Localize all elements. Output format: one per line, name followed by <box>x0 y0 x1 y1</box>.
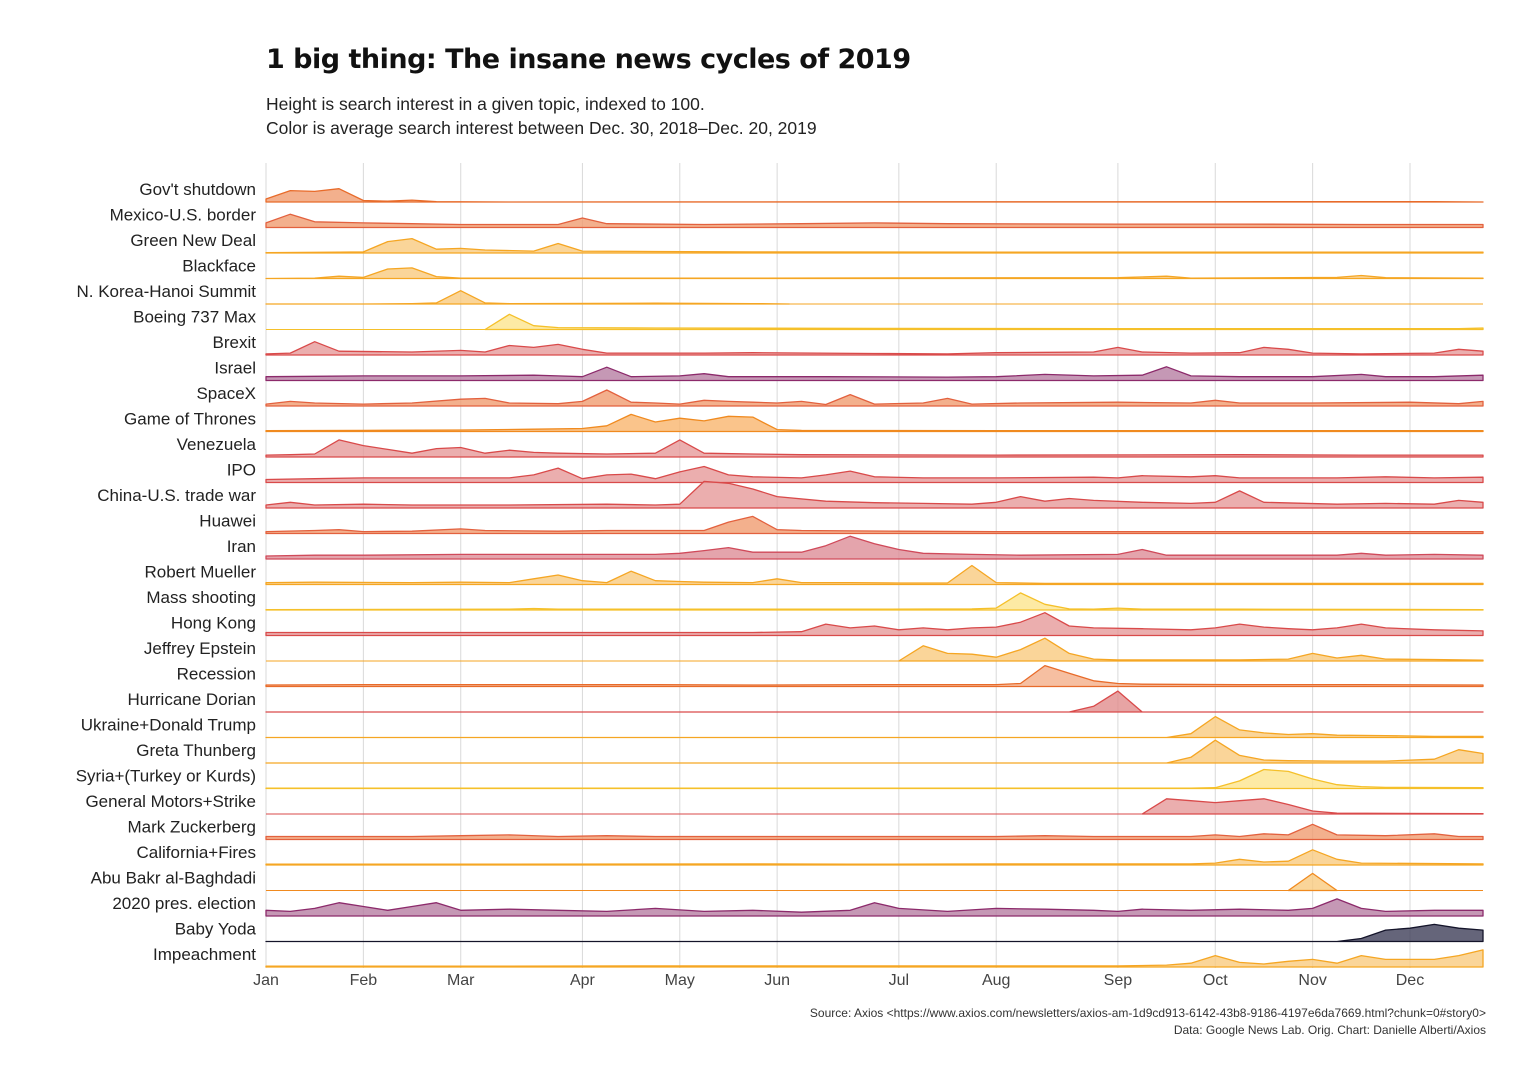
series-label-general-motors-strike: General Motors+Strike <box>85 792 256 811</box>
ridge-robert-mueller <box>265 564 1484 586</box>
series-label-hong-kong: Hong Kong <box>171 614 256 633</box>
ridge-iran <box>265 535 1484 560</box>
chart-title: 1 big thing: The insane news cycles of 2… <box>266 44 911 75</box>
x-tick-label-jul: Jul <box>889 972 909 989</box>
series-label-blackface: Blackface <box>182 257 256 276</box>
ridge-syria-turkey-or-kurds <box>265 768 1484 790</box>
series-label-huawei: Huawei <box>199 512 256 531</box>
ridge-mass-shooting <box>265 592 1484 611</box>
ridge-mexico-u-s-border <box>265 213 1484 229</box>
series-label-hurricane-dorian: Hurricane Dorian <box>128 690 257 709</box>
ridge-california-fires <box>265 849 1484 866</box>
ridge-baby-yoda <box>265 923 1484 943</box>
series-label-impeachment: Impeachment <box>153 945 256 964</box>
chart-ridges <box>265 188 1484 968</box>
ridge-game-of-thrones <box>265 413 1484 433</box>
x-axis: Jan Feb Mar Apr May Jun Jul Aug Sep Oct Nov Dec <box>253 972 1424 989</box>
series-label-gov-t-shutdown: Gov't shutdown <box>139 180 256 199</box>
series-label-game-of-thrones: Game of Thrones <box>124 410 256 429</box>
ridge-impeachment <box>265 949 1484 968</box>
ridge-israel <box>265 366 1484 382</box>
data-credit-caption: Data: Google News Lab. Orig. Chart: Dani… <box>1173 1023 1486 1037</box>
series-label-n-korea-hanoi-summit: N. Korea-Hanoi Summit <box>76 282 256 301</box>
series-label-baby-yoda: Baby Yoda <box>175 920 257 939</box>
ridge-brexit <box>265 341 1484 356</box>
ridge-mark-zuckerberg <box>265 823 1484 841</box>
x-tick-label-sep: Sep <box>1104 972 1133 989</box>
x-tick-label-jan: Jan <box>253 972 279 989</box>
series-label-ukraine-donald-trump: Ukraine+Donald Trump <box>81 716 256 735</box>
ridge-huawei <box>265 515 1484 535</box>
series-label-spacex: SpaceX <box>196 384 256 403</box>
ridge-green-new-deal <box>265 237 1484 254</box>
ridge-abu-bakr-al-baghdadi <box>1287 872 1338 892</box>
ridge-recession <box>265 664 1484 688</box>
series-label-california-fires: California+Fires <box>136 843 256 862</box>
ridge-hong-kong <box>265 612 1484 637</box>
x-tick-label-dec: Dec <box>1396 972 1424 989</box>
series-label-mark-zuckerberg: Mark Zuckerberg <box>128 818 256 837</box>
series-label-mexico-u-s-border: Mexico-U.S. border <box>110 206 257 225</box>
x-tick-label-mar: Mar <box>447 972 475 989</box>
ridge-ukraine-donald-trump <box>265 715 1484 739</box>
ridge-2020-pres-election <box>265 898 1484 917</box>
series-label-china-u-s-trade-war: China-U.S. trade war <box>97 486 256 505</box>
series-label-iran: Iran <box>227 537 256 556</box>
series-label-israel: Israel <box>214 359 256 378</box>
series-label-brexit: Brexit <box>213 333 257 352</box>
x-tick-label-may: May <box>665 972 695 989</box>
ridge-boeing-737-max <box>484 313 1484 331</box>
series-label-jeffrey-epstein: Jeffrey Epstein <box>144 639 256 658</box>
x-tick-label-jun: Jun <box>764 972 790 989</box>
ridge-n-korea-hanoi-summit <box>265 290 790 305</box>
ridge-venezuela <box>265 439 1484 458</box>
x-tick-label-nov: Nov <box>1298 972 1326 989</box>
source-caption: Source: Axios <https://www.axios.com/new… <box>809 1006 1486 1020</box>
series-label-ipo: IPO <box>227 461 256 480</box>
ridge-jeffrey-epstein <box>898 637 1484 662</box>
series-label-robert-mueller: Robert Mueller <box>145 563 257 582</box>
series-label-green-new-deal: Green New Deal <box>130 231 256 250</box>
x-tick-label-feb: Feb <box>350 972 378 989</box>
ridge-china-u-s-trade-war <box>265 480 1484 509</box>
ridge-blackface <box>265 267 1484 280</box>
series-label-venezuela: Venezuela <box>177 435 257 454</box>
series-label-abu-bakr-al-baghdadi: Abu Bakr al-Baghdadi <box>91 869 256 888</box>
series-label-mass-shooting: Mass shooting <box>146 588 256 607</box>
chart-subtitle-line1: Height is search interest in a given top… <box>266 94 705 114</box>
series-label-boeing-737-max: Boeing 737 Max <box>133 308 256 327</box>
ridge-hurricane-dorian <box>265 690 1484 713</box>
x-tick-label-oct: Oct <box>1203 972 1228 989</box>
ridge-spacex <box>265 389 1484 407</box>
series-labels: Gov't shutdown Mexico-U.S. border Green Ne… <box>76 180 257 964</box>
x-tick-label-apr: Apr <box>570 972 596 989</box>
chart-gridlines <box>265 163 1411 968</box>
series-label-recession: Recession <box>177 665 256 684</box>
ridge-gov-t-shutdown <box>265 188 1484 203</box>
series-label-syria-turkey-or-kurds: Syria+(Turkey or Kurds) <box>76 767 256 786</box>
ridge-ipo <box>265 465 1484 484</box>
series-label-greta-thunberg: Greta Thunberg <box>136 741 256 760</box>
ridge-greta-thunberg <box>265 739 1484 764</box>
x-tick-label-aug: Aug <box>982 972 1010 989</box>
series-label-2020-pres-election: 2020 pres. election <box>112 894 256 913</box>
chart-subtitle-line2: Color is average search interest between… <box>266 118 817 138</box>
